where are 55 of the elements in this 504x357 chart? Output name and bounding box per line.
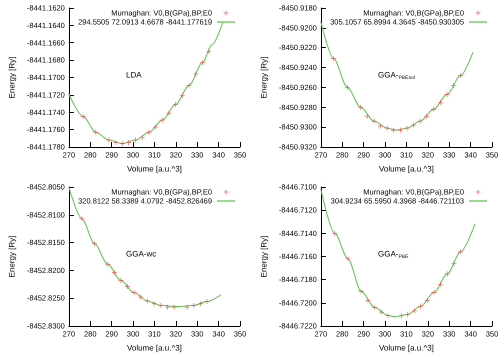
y-axis-title: Energy [Ry] (8, 56, 16, 98)
point (92, 240, 98, 246)
point (79, 216, 84, 221)
point (193, 72, 198, 77)
annotation: GGA-wc (126, 249, 156, 258)
y-axis-title: Energy [Ry] (260, 56, 268, 98)
point (405, 311, 410, 316)
point (172, 304, 177, 310)
x-axis-title: Volume [a.u.^3] (126, 164, 182, 174)
point (458, 248, 464, 254)
point (126, 140, 132, 146)
point (458, 73, 464, 78)
point (344, 84, 350, 90)
point (391, 128, 396, 133)
point (346, 256, 351, 261)
point (204, 298, 210, 304)
point (113, 140, 118, 146)
point (191, 302, 196, 308)
point (386, 312, 391, 318)
point (186, 82, 192, 88)
x-axis-title: Volume [a.u.^3] (378, 343, 434, 352)
point (153, 124, 158, 130)
point (450, 82, 456, 88)
x-axis-title: Volume [a.u.^3] (378, 164, 434, 174)
point (404, 126, 410, 131)
point (444, 92, 450, 97)
point (164, 304, 170, 310)
line-series (320, 188, 476, 317)
point (365, 298, 370, 303)
point (424, 298, 430, 303)
point (158, 302, 164, 308)
point (173, 102, 178, 107)
point (432, 289, 437, 294)
y-axis-title: Energy [Ry] (260, 235, 268, 277)
point (138, 294, 144, 300)
point (358, 288, 364, 294)
point (160, 118, 165, 123)
point (184, 304, 190, 310)
x-axis-title: Volume [a.u.^3] (126, 343, 182, 352)
point (118, 277, 124, 282)
point (418, 303, 424, 308)
point (124, 284, 130, 289)
point (398, 128, 403, 133)
point (120, 141, 125, 146)
point (198, 300, 203, 306)
point (140, 134, 145, 140)
point (133, 138, 138, 143)
point (112, 270, 117, 275)
point (398, 312, 404, 318)
y-axis-title: Energy [Ry] (8, 235, 16, 277)
point (106, 138, 112, 143)
point (206, 48, 212, 54)
point (166, 110, 172, 116)
point (80, 114, 86, 120)
annotation: LDA (126, 70, 142, 80)
